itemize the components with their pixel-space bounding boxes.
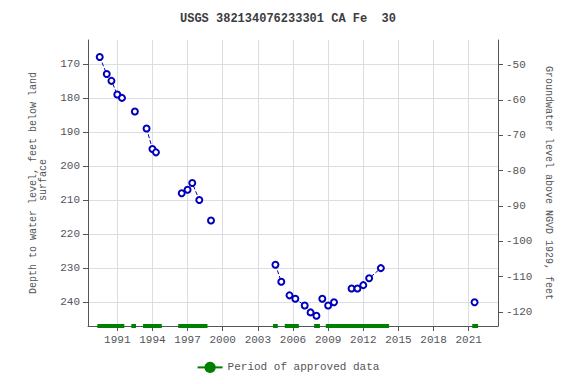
svg-text:surface: surface bbox=[38, 159, 49, 207]
svg-text:-110: -110 bbox=[506, 271, 532, 283]
svg-text:1991: 1991 bbox=[104, 334, 131, 346]
svg-text:210: 210 bbox=[60, 194, 80, 206]
svg-text:220: 220 bbox=[60, 228, 80, 240]
svg-text:-120: -120 bbox=[506, 306, 532, 318]
svg-text:-70: -70 bbox=[506, 129, 526, 141]
svg-text:Groundwater level above NGVD 1: Groundwater level above NGVD 1929, feet bbox=[543, 66, 554, 300]
svg-text:2003: 2003 bbox=[245, 334, 271, 346]
svg-text:2006: 2006 bbox=[280, 334, 306, 346]
svg-text:2000: 2000 bbox=[210, 334, 236, 346]
svg-text:240: 240 bbox=[60, 296, 80, 308]
svg-text:2015: 2015 bbox=[385, 334, 411, 346]
svg-text:200: 200 bbox=[60, 160, 80, 172]
svg-text:Period of approved data: Period of approved data bbox=[228, 361, 380, 373]
svg-text:-100: -100 bbox=[506, 235, 532, 247]
svg-text:2012: 2012 bbox=[350, 334, 376, 346]
svg-text:2021: 2021 bbox=[456, 334, 483, 346]
svg-text:1994: 1994 bbox=[139, 334, 166, 346]
svg-text:180: 180 bbox=[60, 92, 80, 104]
svg-text:230: 230 bbox=[60, 262, 80, 274]
svg-text:1997: 1997 bbox=[174, 334, 200, 346]
svg-text:Depth to water level, feet bel: Depth to water level, feet below land bbox=[27, 72, 39, 294]
svg-text:-90: -90 bbox=[506, 200, 526, 212]
svg-text:USGS 382134076233301 CA Fe 30: USGS 382134076233301 CA Fe 30 bbox=[180, 12, 396, 26]
svg-text:170: 170 bbox=[60, 58, 80, 70]
svg-text:-50: -50 bbox=[506, 59, 526, 71]
svg-text:-60: -60 bbox=[506, 94, 526, 106]
svg-text:2009: 2009 bbox=[315, 334, 341, 346]
svg-text:2018: 2018 bbox=[420, 334, 446, 346]
svg-text:-80: -80 bbox=[506, 165, 526, 177]
svg-text:190: 190 bbox=[60, 126, 80, 138]
